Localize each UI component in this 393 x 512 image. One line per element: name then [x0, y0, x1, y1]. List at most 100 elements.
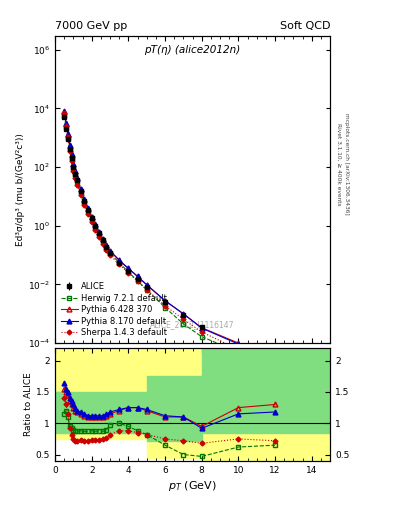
- Pythia 8.170 default: [73, 168, 77, 174]
- Sherpa 1.4.3 default: [117, 261, 121, 267]
- Pythia 6.428 370: [75, 175, 79, 181]
- Sherpa 1.4.3 default: [71, 168, 76, 174]
- Y-axis label: Ed³σ/dp³ (mu b/(GeV²c³)): Ed³σ/dp³ (mu b/(GeV²c³)): [16, 133, 25, 246]
- Pythia 8.170 default: [236, 341, 241, 347]
- Herwig 7.2.1 default: [71, 165, 76, 172]
- Text: Rivet 3.1.10, ≥ 400k events: Rivet 3.1.10, ≥ 400k events: [336, 122, 341, 205]
- Herwig 7.2.1 default: [73, 172, 77, 178]
- Pythia 8.170 default: [273, 357, 277, 364]
- Pythia 6.428 370: [135, 273, 140, 280]
- Pythia 6.428 370: [93, 222, 98, 228]
- Herwig 7.2.1 default: [93, 224, 98, 230]
- Sherpa 1.4.3 default: [93, 227, 98, 233]
- Pythia 6.428 370: [71, 161, 76, 167]
- Herwig 7.2.1 default: [69, 156, 74, 162]
- Sherpa 1.4.3 default: [236, 347, 241, 353]
- Pythia 6.428 370: [273, 356, 277, 362]
- Herwig 7.2.1 default: [117, 260, 121, 266]
- Herwig 7.2.1 default: [100, 239, 105, 245]
- Text: Soft QCD: Soft QCD: [280, 21, 330, 31]
- Herwig 7.2.1 default: [181, 321, 186, 327]
- Herwig 7.2.1 default: [108, 250, 112, 256]
- Pythia 6.428 370: [181, 311, 186, 317]
- Sherpa 1.4.3 default: [104, 247, 109, 253]
- Pythia 8.170 default: [126, 265, 131, 271]
- Text: ALICE_2012_I1116147: ALICE_2012_I1116147: [150, 320, 235, 329]
- Pythia 8.170 default: [71, 161, 76, 167]
- Pythia 6.428 370: [78, 186, 83, 193]
- Herwig 7.2.1 default: [273, 365, 277, 371]
- Sherpa 1.4.3 default: [100, 241, 105, 247]
- Sherpa 1.4.3 default: [144, 287, 149, 293]
- Pythia 6.428 370: [67, 142, 72, 148]
- Pythia 8.170 default: [69, 152, 74, 158]
- Pythia 6.428 370: [64, 121, 68, 127]
- Herwig 7.2.1 default: [75, 179, 79, 185]
- Pythia 6.428 370: [97, 229, 101, 235]
- Herwig 7.2.1 default: [62, 113, 66, 119]
- Line: Pythia 6.428 370: Pythia 6.428 370: [62, 109, 277, 361]
- Pythia 8.170 default: [86, 205, 90, 211]
- Sherpa 1.4.3 default: [273, 364, 277, 370]
- Herwig 7.2.1 default: [135, 278, 140, 284]
- Sherpa 1.4.3 default: [126, 270, 131, 276]
- Pythia 8.170 default: [78, 186, 83, 192]
- Sherpa 1.4.3 default: [97, 234, 101, 240]
- Text: 7000 GeV pp: 7000 GeV pp: [55, 21, 127, 31]
- Herwig 7.2.1 default: [67, 147, 72, 153]
- Pythia 6.428 370: [144, 282, 149, 288]
- Pythia 6.428 370: [66, 132, 70, 138]
- Pythia 8.170 default: [66, 131, 70, 137]
- Sherpa 1.4.3 default: [82, 202, 87, 208]
- Pythia 6.428 370: [163, 298, 167, 304]
- Sherpa 1.4.3 default: [89, 219, 94, 225]
- Sherpa 1.4.3 default: [69, 158, 74, 164]
- Pythia 8.170 default: [64, 120, 68, 126]
- Sherpa 1.4.3 default: [108, 252, 112, 259]
- Herwig 7.2.1 default: [89, 217, 94, 223]
- Sherpa 1.4.3 default: [64, 122, 68, 129]
- Legend: ALICE, Herwig 7.2.1 default, Pythia 6.428 370, Pythia 8.170 default, Sherpa 1.4.: ALICE, Herwig 7.2.1 default, Pythia 6.42…: [59, 281, 169, 339]
- Herwig 7.2.1 default: [236, 349, 241, 355]
- Pythia 8.170 default: [135, 273, 140, 280]
- Herwig 7.2.1 default: [199, 334, 204, 340]
- Sherpa 1.4.3 default: [135, 278, 140, 284]
- Herwig 7.2.1 default: [144, 287, 149, 293]
- Text: pT(η) (alice2012n): pT(η) (alice2012n): [145, 45, 241, 55]
- Sherpa 1.4.3 default: [163, 303, 167, 309]
- Pythia 8.170 default: [93, 221, 98, 227]
- Pythia 6.428 370: [89, 214, 94, 220]
- Sherpa 1.4.3 default: [86, 211, 90, 217]
- Pythia 8.170 default: [117, 257, 121, 263]
- Pythia 8.170 default: [62, 108, 66, 114]
- Herwig 7.2.1 default: [126, 269, 131, 275]
- Pythia 6.428 370: [126, 265, 131, 271]
- Herwig 7.2.1 default: [64, 123, 68, 130]
- Pythia 8.170 default: [108, 248, 112, 254]
- Herwig 7.2.1 default: [163, 305, 167, 311]
- Pythia 8.170 default: [163, 297, 167, 304]
- Pythia 8.170 default: [199, 325, 204, 331]
- Pythia 8.170 default: [89, 214, 94, 220]
- Line: Pythia 8.170 default: Pythia 8.170 default: [62, 109, 277, 362]
- Text: mcplots.cern.ch [arXiv:1306.3436]: mcplots.cern.ch [arXiv:1306.3436]: [344, 113, 349, 215]
- X-axis label: $p_T$ (GeV): $p_T$ (GeV): [168, 479, 217, 493]
- Pythia 8.170 default: [100, 236, 105, 242]
- Line: Sherpa 1.4.3 default: Sherpa 1.4.3 default: [62, 111, 277, 368]
- Sherpa 1.4.3 default: [75, 182, 79, 188]
- Pythia 6.428 370: [108, 248, 112, 254]
- Pythia 8.170 default: [82, 196, 87, 202]
- Pythia 6.428 370: [236, 340, 241, 346]
- Pythia 6.428 370: [117, 258, 121, 264]
- Pythia 8.170 default: [104, 242, 109, 248]
- Pythia 6.428 370: [199, 325, 204, 331]
- Pythia 6.428 370: [104, 242, 109, 248]
- Herwig 7.2.1 default: [86, 208, 90, 215]
- Pythia 8.170 default: [67, 142, 72, 148]
- Herwig 7.2.1 default: [82, 200, 87, 206]
- Pythia 6.428 370: [86, 205, 90, 211]
- Pythia 6.428 370: [100, 236, 105, 242]
- Pythia 8.170 default: [75, 175, 79, 181]
- Y-axis label: Ratio to ALICE: Ratio to ALICE: [24, 373, 33, 436]
- Herwig 7.2.1 default: [104, 245, 109, 251]
